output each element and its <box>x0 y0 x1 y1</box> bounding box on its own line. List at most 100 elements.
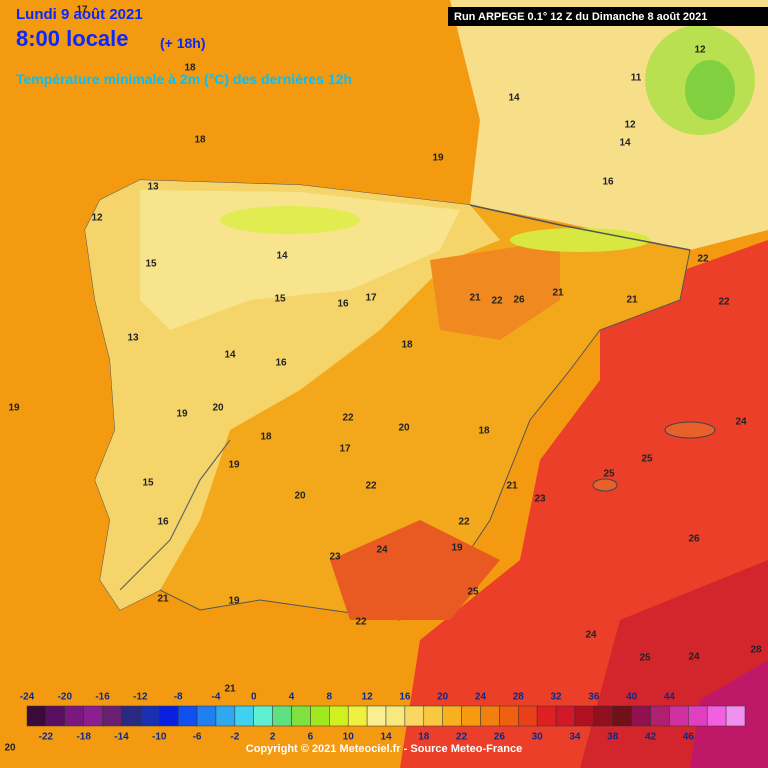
colorbar-swatch <box>518 705 538 727</box>
colorbar-swatch <box>159 705 179 727</box>
value-label: 19 <box>432 153 444 164</box>
value-label: 21 <box>469 293 481 304</box>
value-label: 18 <box>184 63 196 74</box>
value-label: 26 <box>513 295 525 306</box>
colorbar-swatch <box>631 705 651 727</box>
value-label: 26 <box>688 534 700 545</box>
value-label: 20 <box>212 403 224 414</box>
value-label: 22 <box>491 296 503 307</box>
colorbar-swatch <box>291 705 311 727</box>
colorbar-swatch <box>215 705 236 727</box>
copyright: Copyright © 2021 Meteociel.fr - Source M… <box>246 743 522 755</box>
value-label: 13 <box>127 333 139 344</box>
colorbar-label: -22 <box>39 732 54 743</box>
colorbar-swatch <box>536 705 557 727</box>
colorbar-swatch <box>442 705 462 727</box>
colorbar-label: 6 <box>308 732 314 743</box>
colorbar-label: -24 <box>20 692 35 703</box>
colorbar-label: 32 <box>550 692 562 703</box>
colorbar-label: 42 <box>645 732 657 743</box>
value-label: 24 <box>688 652 700 663</box>
colorbar-label: 34 <box>569 732 581 743</box>
value-label: 19 <box>228 596 240 607</box>
value-label: 20 <box>398 423 410 434</box>
colorbar-swatch <box>423 705 443 727</box>
value-label: 22 <box>355 617 367 628</box>
value-label: 23 <box>329 552 341 563</box>
value-label: 17 <box>365 293 377 304</box>
value-label: 12 <box>624 120 636 131</box>
colorbar-label: 24 <box>475 692 487 703</box>
value-label: 14 <box>508 93 520 104</box>
colorbar-swatch <box>650 705 670 727</box>
value-label: 24 <box>735 417 747 428</box>
value-label: 20 <box>4 743 16 754</box>
value-label: 15 <box>274 294 286 305</box>
colorbar-label: -4 <box>211 692 220 703</box>
value-label: 16 <box>602 177 614 188</box>
time: 8:00 locale <box>16 26 129 51</box>
value-label: 21 <box>626 295 638 306</box>
colorbar-swatch <box>404 705 425 727</box>
colorbar-swatch <box>612 705 632 727</box>
value-label: 21 <box>224 684 236 695</box>
value-label: 12 <box>694 45 706 56</box>
colorbar-label: -2 <box>230 732 239 743</box>
value-label: 24 <box>585 630 597 641</box>
colorbar-swatch <box>234 705 254 727</box>
colorbar-swatch <box>45 705 66 727</box>
colorbar-swatch <box>555 705 576 727</box>
colorbar-label: 18 <box>418 732 430 743</box>
value-label: 17 <box>76 5 88 16</box>
cool-area <box>685 60 735 120</box>
value-label: 25 <box>641 454 653 465</box>
value-label: 16 <box>157 517 169 528</box>
value-label: 25 <box>639 653 651 664</box>
colorbar-swatch <box>669 705 689 727</box>
run-box <box>448 7 768 26</box>
border-line <box>119 439 231 591</box>
colorbar-label: 22 <box>456 732 468 743</box>
colorbar-swatch <box>480 705 500 727</box>
colorbar-swatch <box>140 705 160 727</box>
colorbar-label: 38 <box>607 732 619 743</box>
value-label: 15 <box>142 478 154 489</box>
value-label: 18 <box>194 135 206 146</box>
value-label: 14 <box>224 350 236 361</box>
colorbar-label: 36 <box>588 692 600 703</box>
value-label: 17 <box>339 444 351 455</box>
colorbar-label: 16 <box>399 692 411 703</box>
colorbar-swatch <box>102 705 122 727</box>
colorbar-label: 46 <box>683 732 695 743</box>
island <box>592 478 618 492</box>
colorbar-label: -20 <box>58 692 73 703</box>
colorbar-label: 44 <box>664 692 676 703</box>
warm-coast <box>330 520 500 620</box>
value-label: 19 <box>451 543 463 554</box>
colorbar-label: 2 <box>270 732 276 743</box>
colorbar-label: -12 <box>133 692 148 703</box>
colorbar-swatch <box>310 705 330 727</box>
colorbar-swatch <box>83 705 103 727</box>
value-label: 22 <box>365 481 377 492</box>
colorbar: -24 -20 -16 -12 -8 -4 0 4 8 12 16 20 24 28 32 36 40 44-22… <box>20 692 746 743</box>
colorbar-label: 26 <box>494 732 506 743</box>
value-label: 16 <box>275 358 287 369</box>
value-label: 13 <box>147 182 159 193</box>
value-label: 23 <box>534 494 546 505</box>
colorbar-label: -8 <box>174 692 183 703</box>
colorbar-swatch <box>329 705 349 727</box>
value-label: 22 <box>718 297 730 308</box>
value-label: 18 <box>401 340 413 351</box>
value-label: 20 <box>294 491 306 502</box>
island <box>664 421 716 439</box>
mountain-cool <box>510 228 650 252</box>
value-label: 24 <box>376 545 388 556</box>
value-label: 12 <box>91 213 103 224</box>
colorbar-swatch <box>385 705 406 727</box>
value-label: 18 <box>478 426 490 437</box>
value-label: 15 <box>145 259 157 270</box>
map-title: Température minimale à 2m (°C) des derni… <box>16 71 352 87</box>
colorbar-swatch <box>177 705 198 727</box>
